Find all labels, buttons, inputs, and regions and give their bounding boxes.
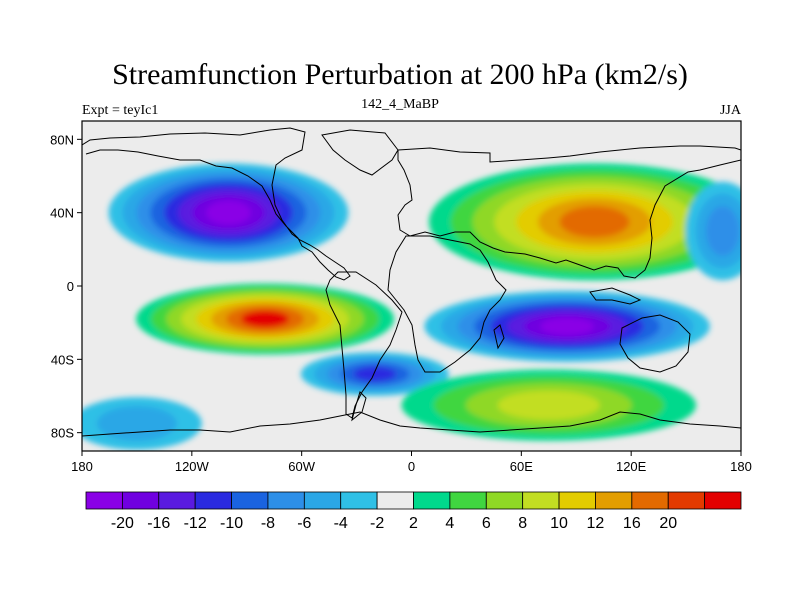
lat-tick-label: 40S <box>51 352 74 367</box>
colorbar-box <box>667 491 706 510</box>
colorbar-label: -10 <box>220 515 243 532</box>
colorbar-label: 20 <box>659 515 677 532</box>
colorbar-box <box>85 491 123 510</box>
colorbar-box <box>340 491 378 510</box>
colorbar-label: -4 <box>334 515 348 532</box>
colorbar-box <box>449 491 487 510</box>
colorbar-box <box>194 491 232 510</box>
lon-tick-label: 60W <box>288 459 315 474</box>
colorbar-label: 16 <box>623 515 641 532</box>
colorbar-box <box>267 491 305 510</box>
colorbar-label: 8 <box>518 515 527 532</box>
anomaly-1-contour-20 <box>241 310 290 328</box>
anomaly-2-contour--20 <box>540 317 594 335</box>
lon-tick-label: 0 <box>408 459 415 474</box>
field-plot <box>82 121 741 451</box>
colorbar-label: 12 <box>587 515 605 532</box>
lon-tick-label: 60E <box>510 459 533 474</box>
anomaly-4-contour--10 <box>353 366 397 382</box>
anomaly-0-contour--20 <box>206 200 251 225</box>
colorbar-box <box>376 491 414 510</box>
colorbar-box <box>413 491 451 510</box>
colorbar-box <box>522 491 560 510</box>
anomaly-7-contour--6 <box>706 206 740 256</box>
lon-tick-label: 120E <box>616 459 647 474</box>
colorbar-box <box>121 491 160 510</box>
colorbar-label: 6 <box>482 515 491 532</box>
lat-tick-label: 80S <box>51 426 74 441</box>
colorbar-label: -12 <box>184 515 207 532</box>
colorbar-box <box>303 491 342 510</box>
anomaly-5-contour-8 <box>497 390 601 420</box>
colorbar-box <box>558 491 596 510</box>
lon-tick-label: 180 <box>71 459 93 474</box>
colorbar-label: 10 <box>550 515 568 532</box>
colorbar-label: -20 <box>111 515 134 532</box>
colorbar-label: -16 <box>147 515 170 532</box>
anomaly-3-contour-16 <box>559 206 630 238</box>
lat-tick-label: 40N <box>50 206 74 221</box>
lat-tick-label: 80N <box>50 132 74 147</box>
colorbar-label: -6 <box>297 515 311 532</box>
colorbar-box <box>485 491 524 510</box>
colorbar-box <box>595 491 633 510</box>
lat-tick-label: 0 <box>67 279 74 294</box>
colorbar-label: 4 <box>445 515 454 532</box>
colorbar-box <box>631 491 669 510</box>
longitude-axis: 180 120W 60W 0 60E 120E 180 <box>71 451 752 474</box>
colorbar-label: -8 <box>261 515 275 532</box>
period-label: 142_4_MaBP <box>361 97 439 112</box>
colorbar-box <box>158 491 196 510</box>
lon-tick-label: 180 <box>730 459 752 474</box>
experiment-label: Expt = teyIc1 <box>82 103 159 118</box>
colorbar-label: 2 <box>409 515 418 532</box>
colorbar-label: -2 <box>370 515 384 532</box>
anomaly-6-contour--4 <box>96 406 177 441</box>
map-title: Streamfunction Perturbation at 200 hPa (… <box>112 58 688 91</box>
colorbar: -20 -16 -12 -10 -8 -6 -4 -2 2 4 6 8 10 12 16 20 <box>85 491 742 532</box>
colorbar-box <box>704 491 742 510</box>
colorbar-box <box>231 491 269 510</box>
season-label: JJA <box>719 103 741 118</box>
lon-tick-label: 120W <box>175 459 210 474</box>
coastlines <box>82 127 741 437</box>
latitude-axis: 80N 40N 0 40S 80S <box>50 132 82 441</box>
